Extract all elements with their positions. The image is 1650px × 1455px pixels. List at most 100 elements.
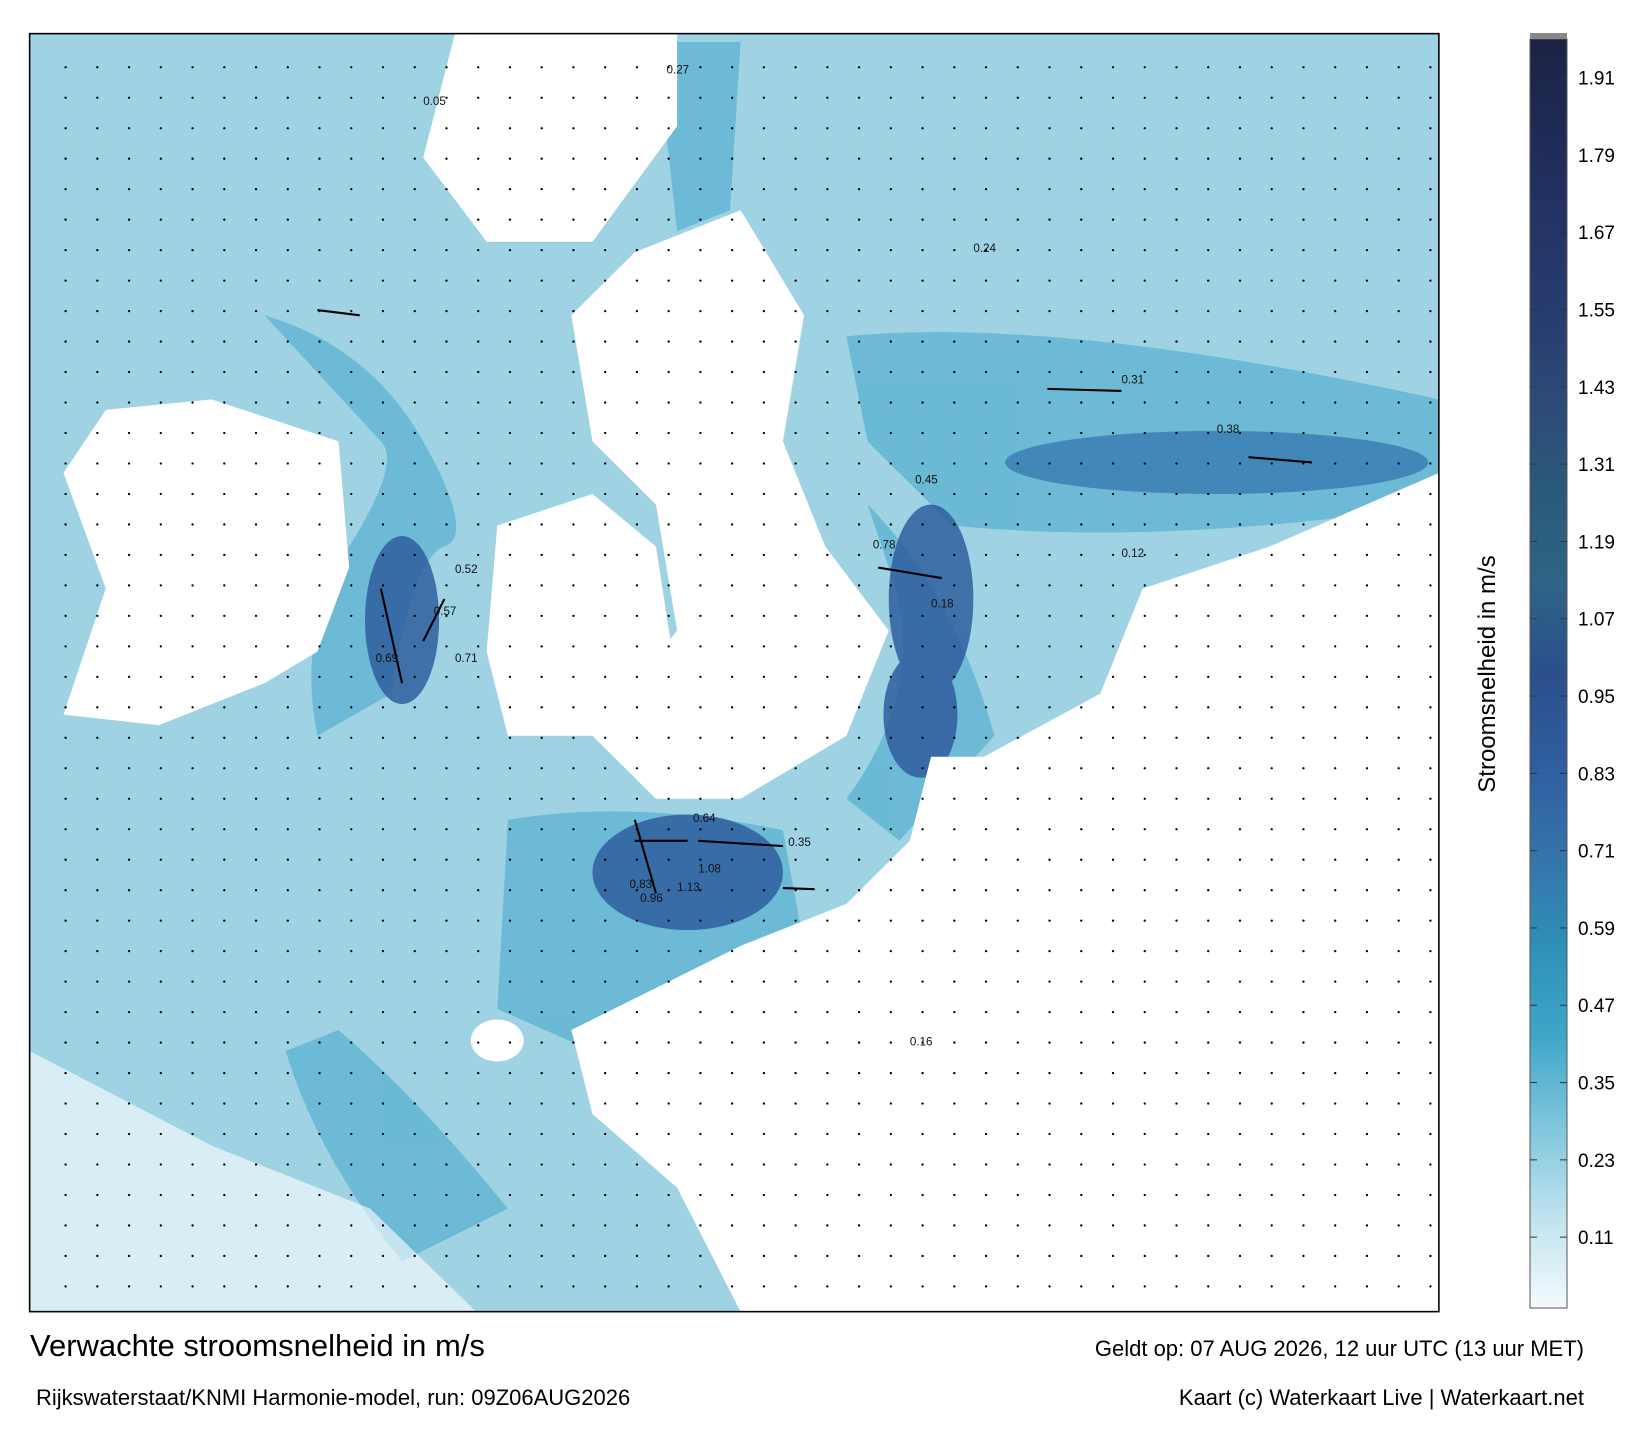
grid-dot	[223, 614, 226, 618]
grid-dot	[1238, 1285, 1242, 1288]
grid-dot	[762, 1254, 766, 1258]
grid-dot	[254, 96, 258, 99]
grid-dot	[1365, 340, 1369, 343]
grid-dot	[730, 1041, 734, 1044]
grid-dot	[826, 1193, 829, 1197]
grid-dot	[1334, 492, 1337, 496]
grid-dot	[572, 1010, 575, 1014]
grid-dot	[445, 96, 448, 99]
grid-dot	[508, 127, 512, 130]
grid-dot	[1429, 1102, 1432, 1105]
grid-dot	[159, 462, 162, 465]
grid-dot	[540, 919, 543, 922]
grid-dot	[1365, 706, 1369, 709]
grid-dot	[508, 523, 512, 526]
grid-dot	[286, 614, 289, 618]
grid-dot	[508, 1193, 512, 1197]
grid-dot	[1175, 980, 1178, 983]
grid-dot	[572, 553, 575, 557]
grid-dot	[1238, 767, 1242, 770]
grid-dot	[826, 1163, 829, 1166]
grid-dot	[413, 523, 416, 526]
grid-dot	[667, 370, 670, 374]
grid-dot	[730, 614, 734, 618]
grid-dot	[1334, 401, 1337, 404]
grid-dot	[953, 828, 956, 831]
grid-dot	[635, 1254, 639, 1258]
grid-dot	[540, 492, 543, 496]
grid-dot	[1207, 797, 1210, 800]
grid-dot	[635, 340, 639, 343]
grid-dot	[1048, 919, 1051, 922]
grid-dot	[604, 1285, 607, 1288]
grid-dot	[64, 858, 67, 861]
grid-dot	[127, 614, 131, 618]
grid-dot	[667, 584, 670, 587]
grid-dot	[635, 248, 639, 252]
grid-dot	[1429, 1254, 1432, 1258]
grid-dot	[1238, 1224, 1242, 1227]
grid-dot	[1207, 309, 1210, 313]
grid-dot	[1111, 1193, 1115, 1197]
grid-dot	[572, 1254, 575, 1258]
grid-dot	[984, 1193, 988, 1197]
grid-dot	[921, 248, 924, 252]
grid-dot	[1270, 767, 1273, 770]
grid-dot	[984, 889, 988, 892]
grid-dot	[984, 523, 988, 526]
grid-dot	[286, 340, 289, 343]
grid-dot	[127, 553, 131, 557]
grid-dot	[1048, 645, 1051, 648]
grid-dot	[286, 828, 289, 831]
grid-dot	[857, 401, 861, 404]
grid-dot	[191, 949, 194, 953]
grid-dot	[1048, 340, 1051, 343]
grid-dot	[381, 1224, 385, 1227]
grid-dot	[1048, 1224, 1051, 1227]
grid-dot	[1175, 431, 1178, 435]
grid-dot	[667, 431, 670, 435]
grid-dot	[477, 96, 480, 99]
grid-dot	[635, 1193, 639, 1197]
grid-dot	[667, 553, 670, 557]
grid-dot	[1429, 1010, 1432, 1014]
grid-dot	[921, 1285, 924, 1288]
grid-dot	[223, 919, 226, 922]
grid-dot	[826, 492, 829, 496]
grid-dot	[857, 1102, 861, 1105]
grid-dot	[286, 675, 289, 679]
grid-dot	[1397, 401, 1400, 404]
grid-dot	[223, 1041, 226, 1044]
grid-dot	[318, 218, 321, 221]
grid-dot	[413, 736, 416, 739]
grid-dot	[350, 309, 353, 313]
grid-dot	[1080, 889, 1083, 892]
grid-dot	[857, 584, 861, 587]
grid-dot	[413, 1224, 416, 1227]
grid-dot	[953, 949, 956, 953]
grid-dot	[508, 828, 512, 831]
grid-dot	[1429, 1132, 1432, 1136]
grid-dot	[159, 1193, 162, 1197]
grid-dot	[159, 767, 162, 770]
grid-dot	[1302, 1224, 1305, 1227]
grid-dot	[826, 340, 829, 343]
grid-dot	[984, 949, 988, 953]
grid-dot	[1016, 218, 1019, 221]
grid-dot	[127, 66, 131, 69]
grid-dot	[508, 858, 512, 861]
grid-dot	[1175, 858, 1178, 861]
grid-dot	[1048, 949, 1051, 953]
grid-dot	[572, 919, 575, 922]
grid-dot	[1238, 949, 1242, 953]
speed-label: 0.05	[423, 96, 446, 108]
grid-dot	[445, 218, 448, 221]
grid-dot	[889, 66, 892, 69]
grid-dot	[889, 1193, 892, 1197]
grid-dot	[127, 919, 131, 922]
grid-dot	[953, 431, 956, 435]
grid-dot	[953, 584, 956, 587]
grid-dot	[1365, 309, 1369, 313]
grid-dot	[413, 188, 416, 191]
grid-dot	[508, 1102, 512, 1105]
